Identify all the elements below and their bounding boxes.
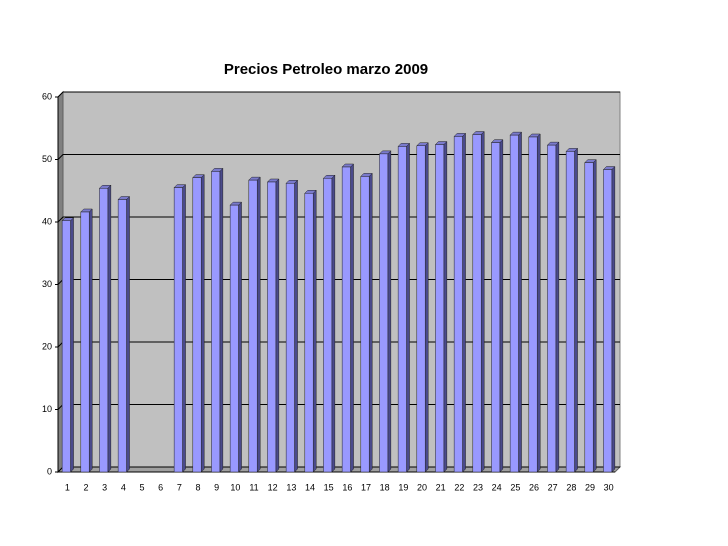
bar-side	[462, 132, 466, 473]
x-tick-label: 9	[214, 482, 219, 492]
x-tick-label: 15	[324, 482, 334, 492]
bar	[528, 136, 538, 473]
bar-side	[312, 189, 317, 473]
bar	[360, 176, 370, 473]
bar	[99, 188, 109, 473]
bar-side	[499, 139, 504, 473]
x-tick-label: 18	[380, 482, 390, 492]
x-tick-label: 30	[604, 482, 614, 492]
x-tick-label: 13	[286, 482, 296, 492]
x-tick-label: 6	[158, 482, 163, 492]
x-tick-label: 4	[121, 482, 126, 492]
bar-side	[107, 184, 112, 473]
chart-title: Precios Petroleo marzo 2009	[224, 61, 428, 78]
x-tick-label: 24	[492, 482, 502, 492]
x-tick-label: 7	[177, 482, 182, 492]
grid-line	[57, 216, 620, 223]
bar	[472, 134, 482, 473]
bar	[173, 187, 183, 473]
bar-side	[88, 208, 93, 473]
bar	[80, 211, 90, 473]
bar-side	[275, 178, 280, 473]
y-tick-label: 40	[42, 216, 52, 226]
x-tick-label: 27	[548, 482, 558, 492]
bar-side	[536, 133, 541, 473]
bar	[416, 145, 426, 473]
x-tick-label: 5	[139, 482, 144, 492]
grid-line	[57, 154, 620, 160]
bar	[509, 134, 519, 473]
bar	[379, 153, 389, 473]
bar-side	[611, 165, 616, 473]
x-tick-label: 19	[398, 482, 408, 492]
x-tick-label: 29	[585, 482, 595, 492]
bar-side	[424, 142, 429, 473]
x-tick-label: 17	[361, 482, 371, 492]
y-tick-label: 20	[42, 341, 52, 351]
bar	[435, 144, 445, 473]
bar	[211, 171, 221, 473]
bar	[453, 136, 463, 473]
bar-side	[574, 147, 578, 473]
bar-side	[592, 159, 597, 473]
bar	[248, 179, 258, 473]
bar	[192, 177, 202, 473]
bar-side	[518, 131, 522, 473]
bar-side	[406, 142, 410, 473]
y-tick-label: 30	[42, 279, 52, 289]
x-tick-label: 20	[417, 482, 427, 492]
x-tick-label: 26	[529, 482, 539, 492]
bar	[117, 199, 127, 473]
bar-side	[182, 184, 186, 473]
bar-side	[126, 195, 130, 473]
x-tick-label: 11	[249, 482, 258, 492]
bar-side	[200, 174, 205, 473]
bar	[397, 146, 407, 473]
bar	[304, 193, 314, 473]
bar	[341, 166, 351, 473]
bar-side	[350, 163, 354, 473]
y-tick-label: 0	[47, 466, 52, 476]
y-tick-label: 60	[42, 91, 52, 101]
bar	[61, 220, 71, 473]
bar	[584, 162, 594, 473]
x-tick-label: 8	[195, 482, 200, 492]
bar-side	[443, 140, 448, 473]
y-tick-label: 10	[42, 404, 52, 414]
bar	[547, 144, 557, 473]
bar-side	[256, 176, 261, 473]
bar-side	[294, 179, 298, 473]
x-tick-label: 23	[473, 482, 483, 492]
x-tick-label: 2	[83, 482, 88, 492]
x-tick-label: 22	[454, 482, 464, 492]
x-tick-label: 12	[268, 482, 278, 492]
bar	[285, 183, 295, 473]
bar	[323, 178, 333, 473]
x-tick-label: 10	[230, 482, 240, 492]
x-tick-label: 1	[65, 482, 70, 492]
x-tick-label: 16	[342, 482, 352, 492]
x-tick-label: 14	[305, 482, 315, 492]
bar	[267, 181, 277, 473]
bar	[491, 142, 501, 473]
x-tick-label: 3	[102, 482, 107, 492]
bar-side	[480, 130, 485, 473]
bar-side	[238, 201, 242, 473]
grid-line	[57, 91, 620, 98]
bar-side	[70, 217, 74, 473]
bar-side	[331, 174, 336, 473]
bar	[603, 169, 613, 473]
bar-side	[387, 150, 392, 473]
bar-side	[368, 172, 373, 473]
y-tick-label: 50	[42, 154, 52, 164]
bar	[229, 204, 239, 473]
bar-side	[219, 167, 224, 473]
x-tick-label: 21	[436, 482, 446, 492]
bar-side	[555, 141, 560, 473]
x-tick-label: 25	[510, 482, 520, 492]
x-tick-label: 28	[566, 482, 576, 492]
bar	[565, 151, 575, 473]
